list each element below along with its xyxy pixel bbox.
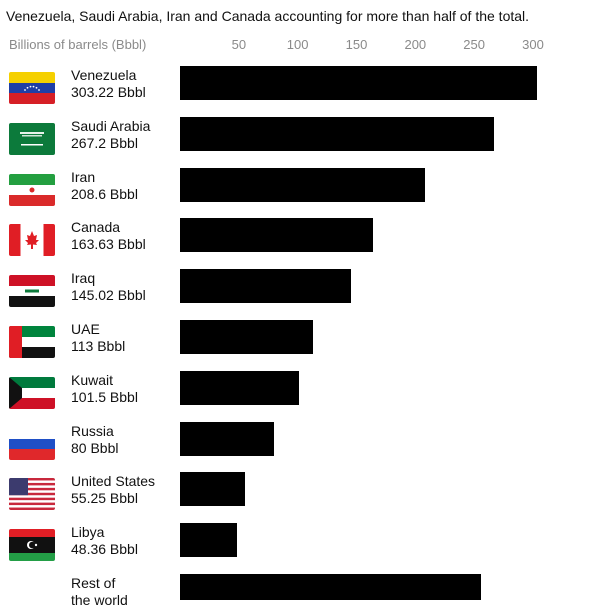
bar-row-russia: Russia 80 Bbbl bbox=[0, 420, 600, 471]
data-label: 48.36 Bbbl bbox=[71, 541, 138, 558]
bar-libya bbox=[180, 523, 237, 558]
data-label: 267.2 Bbbl bbox=[71, 134, 138, 151]
x-tick-label: 300 bbox=[522, 37, 544, 52]
category-label: the world bbox=[71, 592, 128, 608]
bar-venezuela bbox=[180, 66, 537, 100]
bar-russia bbox=[180, 421, 275, 456]
category-label: Rest of bbox=[71, 575, 116, 591]
bar-row-united-states: United States 55.25 Bbbl bbox=[0, 470, 600, 521]
bar-row-uae: UAE 113 Bbbl bbox=[0, 318, 600, 369]
category-label: Iraq bbox=[71, 270, 96, 287]
category-label: United States bbox=[71, 473, 156, 490]
bar-canada bbox=[180, 218, 373, 253]
data-label: 101.5 Bbbl bbox=[71, 388, 138, 405]
bar-rest-of-the-world bbox=[180, 574, 482, 600]
bar-row-venezuela: Venezuela 303.22 Bbbl bbox=[0, 64, 600, 115]
data-label: 113 Bbbl bbox=[71, 338, 126, 354]
bar-row-iraq: Iraq 145.02 Bbbl bbox=[0, 267, 600, 318]
bar-iraq bbox=[180, 269, 351, 304]
x-tick-label: 50 bbox=[231, 37, 247, 52]
category-label: Saudi Arabia bbox=[71, 117, 151, 134]
category-label: Iran bbox=[71, 168, 96, 185]
category-label: Libya bbox=[71, 524, 105, 541]
x-tick-label: 250 bbox=[463, 37, 486, 52]
canada-flag-icon bbox=[9, 224, 55, 257]
saudi-arabia-flag-icon bbox=[9, 122, 55, 155]
russia-flag-icon bbox=[9, 427, 55, 460]
axis-unit-label: Billions of barrels (Bbbl) bbox=[9, 37, 147, 52]
iran-flag-icon bbox=[9, 173, 55, 206]
venezuela-flag-icon bbox=[9, 72, 55, 104]
iraq-flag-icon bbox=[9, 275, 55, 308]
bar-united-states bbox=[180, 472, 245, 507]
data-label: 55.25 Bbbl bbox=[71, 490, 138, 507]
data-label: 80 Bbbl bbox=[71, 439, 119, 456]
subtitle: Venezuela, Saudi Arabia, Iran and Canada… bbox=[6, 8, 530, 24]
uae-flag-icon bbox=[9, 326, 55, 358]
bar-row-iran: Iran 208.6 Bbbl bbox=[0, 166, 600, 217]
data-label: 208.6 Bbbl bbox=[71, 185, 138, 202]
category-label: Venezuela bbox=[71, 67, 137, 83]
libya-flag-icon bbox=[9, 529, 55, 562]
x-tick-label: 200 bbox=[404, 37, 427, 52]
bar-row-canada: Canada 163.63 Bbbl bbox=[0, 216, 600, 267]
data-label: 145.02 Bbbl bbox=[71, 287, 146, 304]
kuwait-flag-icon bbox=[9, 376, 55, 409]
data-label: 163.63 Bbbl bbox=[71, 236, 146, 253]
bar-uae bbox=[180, 320, 313, 354]
category-label: Kuwait bbox=[71, 371, 114, 388]
united-states-flag-icon bbox=[9, 478, 55, 511]
category-label: Russia bbox=[71, 422, 114, 439]
x-tick-label: 150 bbox=[345, 37, 368, 52]
bar-kuwait bbox=[180, 370, 300, 405]
bar-row-saudi-arabia: Saudi Arabia 267.2 Bbbl bbox=[0, 115, 600, 166]
bar-iran bbox=[180, 167, 426, 202]
x-tick-label: 100 bbox=[286, 37, 309, 52]
bar-saudi-arabia bbox=[180, 116, 495, 151]
category-label: Canada bbox=[71, 219, 121, 236]
bar-row-kuwait: Kuwait 101.5 Bbbl bbox=[0, 369, 600, 420]
data-label: 303.22 Bbbl bbox=[71, 84, 146, 100]
category-label: UAE bbox=[71, 321, 100, 337]
bar-row-libya: Libya 48.36 Bbbl bbox=[0, 521, 600, 572]
